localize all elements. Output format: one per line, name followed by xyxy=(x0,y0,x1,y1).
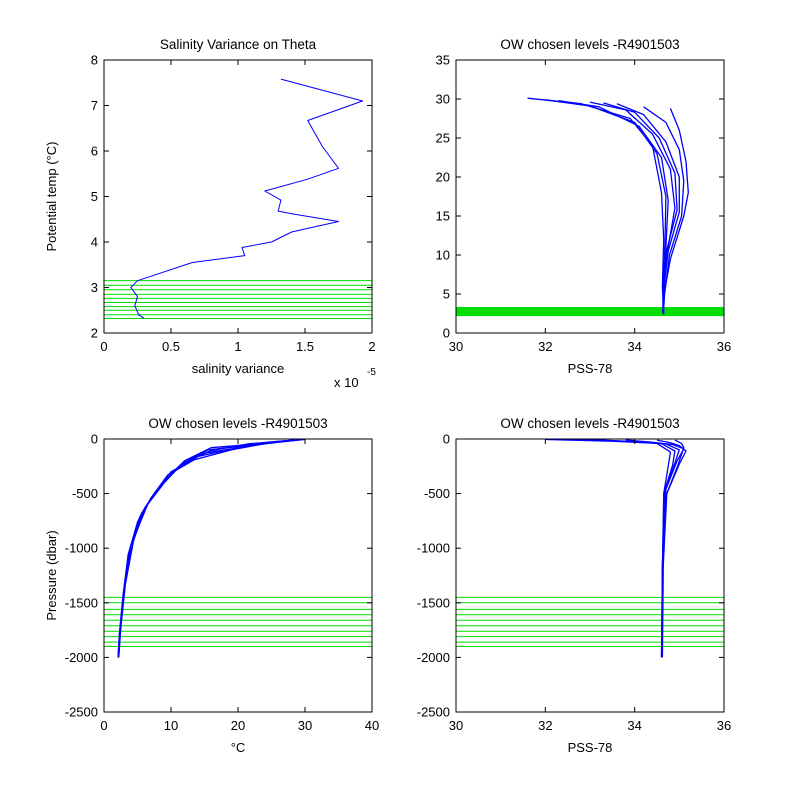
chart-4-xlabel: PSS-78 xyxy=(568,740,613,755)
chart-2-xtick-label: 36 xyxy=(717,339,731,354)
chart-1-ytick-label: 2 xyxy=(91,326,98,341)
chart-2-ytick-label: 15 xyxy=(436,209,450,224)
chart-3-xtick-label: 40 xyxy=(365,718,379,733)
chart-4-series-line-4 xyxy=(661,439,685,658)
chart-4-chosen-levels xyxy=(456,596,724,647)
chart-2-xtick-label: 34 xyxy=(627,339,641,354)
chart-1-xtick-label: 2 xyxy=(368,339,375,354)
chart-2-chosen-levels xyxy=(456,306,724,317)
chart-3-series-line-5 xyxy=(118,439,296,658)
chart-1-chosen-levels xyxy=(104,280,372,319)
chart-4-axes-frame xyxy=(455,438,725,713)
chart-1-ylabel: Potential temp (°C) xyxy=(44,142,59,252)
chart-1-ytick-label: 7 xyxy=(91,98,98,113)
chart-1-title: Salinity Variance on Theta xyxy=(160,37,317,52)
chart-2-series-line-1 xyxy=(558,99,669,313)
chart-3-ytick-label: -2500 xyxy=(65,705,98,720)
chart-1-ytick-label: 8 xyxy=(91,53,98,68)
chart-1-ytick-label: 6 xyxy=(91,144,98,159)
chart-1-series-group xyxy=(130,78,364,319)
chart-2-series-group xyxy=(527,97,689,315)
chart-3-ytick-label: 0 xyxy=(91,432,98,447)
chart-3-series-line-0 xyxy=(118,439,306,658)
chart-1-ytick-label: 3 xyxy=(91,280,98,295)
chart-3-xtick-label: 10 xyxy=(164,718,178,733)
chart-2-xtick-label: 30 xyxy=(449,339,463,354)
chart-4-title: OW chosen levels -R4901503 xyxy=(500,416,679,431)
chart-2-ytick-label: 35 xyxy=(436,53,450,68)
chart-3-xtick-label: 30 xyxy=(298,718,312,733)
chart-3-ylabel: Pressure (dbar) xyxy=(44,530,59,620)
chart-1-xtick-label: 0 xyxy=(100,339,107,354)
chart-1-xtick-label: 0.5 xyxy=(162,339,180,354)
chart-1-xlabel: salinity variance xyxy=(192,361,285,376)
chart-3-axes-frame xyxy=(103,438,373,713)
chart-4-ytick-label: 0 xyxy=(443,432,450,447)
chart-1-x-exponent-power: -5 xyxy=(367,367,376,378)
chart-3-xlabel: °C xyxy=(231,740,246,755)
chart-2-ytick-label: 30 xyxy=(436,92,450,107)
chart-2: 30 32 34 36 0 5 10 15 20 25 30 35 OW chosen levels -… xyxy=(436,37,732,376)
chart-1-ytick-label: 4 xyxy=(91,235,98,250)
chart-4-xtick-label: 34 xyxy=(627,718,641,733)
chart-2-title: OW chosen levels -R4901503 xyxy=(500,37,679,52)
chart-4-ytick-label: -500 xyxy=(424,486,450,501)
chart-1-series-line-0 xyxy=(130,78,364,319)
chart-3-ytick-label: -1500 xyxy=(65,595,98,610)
chart-3-series-line-2 xyxy=(117,439,292,658)
chart-2-xlabel: PSS-78 xyxy=(568,361,613,376)
chart-2-series-line-7 xyxy=(603,102,678,313)
chart-2-series-line-3 xyxy=(616,103,680,312)
chart-4-series-line-5 xyxy=(572,439,676,658)
chart-2-ytick-label: 10 xyxy=(436,248,450,263)
chart-3-title: OW chosen levels -R4901503 xyxy=(148,416,327,431)
chart-2-axes-frame xyxy=(455,59,725,334)
chart-4-xtick-label: 36 xyxy=(717,718,731,733)
chart-1-x-exponent: x 10 xyxy=(334,375,359,390)
chart-2-ytick-label: 5 xyxy=(443,287,450,302)
chart-3-ytick-label: -2000 xyxy=(65,650,98,665)
chart-2-ytick-label: 0 xyxy=(443,326,450,341)
chart-3-series-line-4 xyxy=(117,440,279,658)
chart-2-xtick-label: 32 xyxy=(538,339,552,354)
chart-1: 0 0.5 1 1.5 2 2 3 4 5 6 7 8 Salinity Variance on The… xyxy=(44,37,376,390)
chart-1-xtick-label: 1.5 xyxy=(296,339,314,354)
chart-4-ytick-label: -1000 xyxy=(417,541,450,556)
chart-4-series-line-0 xyxy=(545,439,672,658)
chart-3-ytick-label: -500 xyxy=(72,486,98,501)
chart-2-series-line-0 xyxy=(527,97,665,315)
chart-2-ytick-label: 25 xyxy=(436,131,450,146)
chart-3-ytick-label: -1000 xyxy=(65,541,98,556)
chart-4-series-line-1 xyxy=(589,439,680,658)
chart-2-series-line-5 xyxy=(662,108,689,313)
chart-3-series-line-1 xyxy=(118,439,299,658)
chart-4-ytick-label: -2500 xyxy=(417,705,450,720)
chart-3-xtick-label: 0 xyxy=(100,718,107,733)
chart-4-xtick-label: 30 xyxy=(449,718,463,733)
chart-3-chosen-levels xyxy=(104,596,372,647)
chart-3-series-line-3 xyxy=(117,439,285,658)
chart-4-series-group xyxy=(545,439,687,658)
chart-3: 0 10 20 30 40 -2500 -2000 -1500 -1000 -500 0 OW cho… xyxy=(44,416,379,755)
chart-1-axes-frame xyxy=(103,59,373,334)
chart-3-xtick-label: 20 xyxy=(231,718,245,733)
chart-2-ytick-label: 20 xyxy=(436,170,450,185)
chart-1-xtick-label: 1 xyxy=(234,339,241,354)
chart-3-series-group xyxy=(117,439,306,658)
chart-4: 30 32 34 36 -2500 -2000 -1500 -1000 -500 0 OW chos… xyxy=(417,416,731,755)
chart-2-series-line-6 xyxy=(545,99,667,314)
chart-4-xtick-label: 32 xyxy=(538,718,552,733)
chart-4-ytick-label: -2000 xyxy=(417,650,450,665)
chart-1-ytick-label: 5 xyxy=(91,189,98,204)
chart-4-ytick-label: -1500 xyxy=(417,595,450,610)
